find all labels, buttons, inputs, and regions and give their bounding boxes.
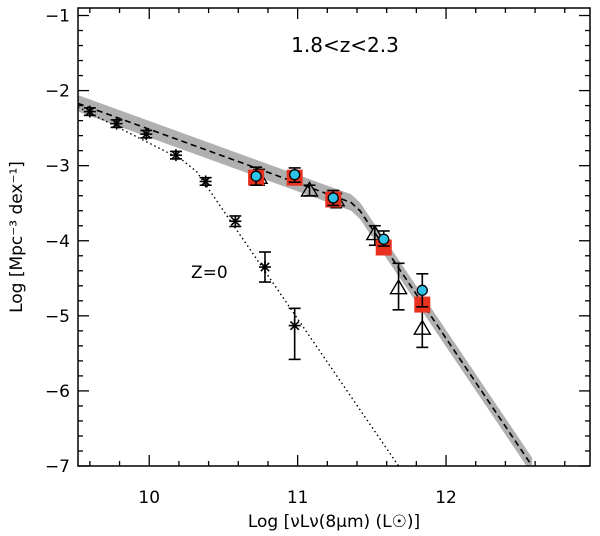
y-tick-label: −7 [45, 457, 70, 477]
triangle-point-1 [300, 181, 319, 197]
cyan-circle-point-0 [250, 170, 262, 182]
asterisk-point-6 [258, 261, 271, 274]
asterisk-point-2 [140, 128, 153, 141]
redshift-annotation: 1.8<z<2.3 [291, 33, 399, 57]
asterisk-point-3 [169, 149, 182, 162]
asterisk-point-0 [83, 105, 96, 118]
red-square-point-3 [375, 239, 392, 256]
y-tick-label: −1 [45, 7, 70, 27]
y-tick-label: −2 [45, 82, 70, 102]
axis-tick-layer: 10 11 12 −7 −6 −5 −4 −3 −2 −1 [45, 7, 590, 508]
asterisk-point-5 [229, 215, 242, 228]
cyan-circle-point-2 [327, 192, 339, 204]
cyan-circle-point-1 [289, 169, 301, 181]
plot-frame [77, 7, 591, 467]
y-tick-label: −5 [45, 307, 70, 327]
x-tick-label: 11 [287, 488, 309, 508]
asterisk-point-1 [110, 117, 123, 130]
x-tick-label: 10 [138, 488, 160, 508]
y-tick-label: −4 [45, 232, 70, 252]
triangle-point-5 [413, 319, 432, 335]
x-tick-label: 12 [435, 488, 457, 508]
fit-line-layer [78, 102, 533, 466]
asterisk-point-4 [199, 175, 212, 188]
plot-area-background [78, 8, 590, 466]
cyan-circle-point-3 [378, 233, 390, 245]
triangle-point-3 [365, 224, 385, 241]
x-axis-title: Log [νLν(8μm) (L☉)] [248, 512, 420, 532]
triangle-point-4 [389, 278, 408, 295]
z0-annotation: Z=0 [191, 263, 228, 283]
y-tick-label: −6 [45, 382, 70, 402]
y-axis-title: Log [Mpc⁻³ dex⁻¹] [7, 161, 27, 313]
y-tick-label: −3 [45, 157, 70, 177]
asterisk-point-7 [288, 319, 301, 332]
cyan-circle-point-4 [416, 284, 428, 296]
data-mark-layer [83, 105, 432, 361]
dashed-fit-line [78, 102, 533, 466]
